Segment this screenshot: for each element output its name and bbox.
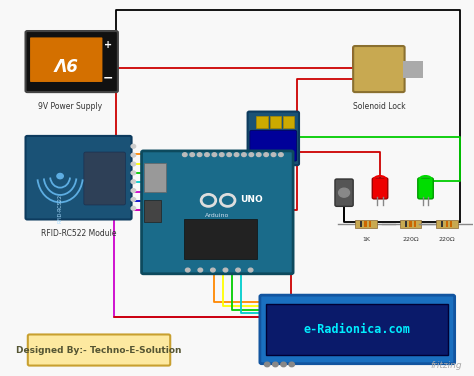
Circle shape [236, 268, 240, 272]
FancyBboxPatch shape [256, 116, 267, 127]
Circle shape [131, 180, 136, 183]
FancyBboxPatch shape [450, 221, 453, 227]
Text: 9V Power Supply: 9V Power Supply [38, 102, 102, 111]
Circle shape [281, 362, 286, 367]
FancyBboxPatch shape [30, 37, 102, 82]
Circle shape [219, 153, 224, 156]
Circle shape [131, 206, 136, 210]
FancyBboxPatch shape [84, 152, 126, 205]
Text: Arduino: Arduino [205, 213, 229, 218]
Text: 9V: 9V [52, 53, 77, 71]
Circle shape [57, 173, 64, 179]
FancyBboxPatch shape [360, 221, 363, 227]
Circle shape [223, 268, 228, 272]
Circle shape [131, 171, 136, 175]
Circle shape [205, 153, 209, 156]
Circle shape [190, 153, 194, 156]
Circle shape [212, 153, 217, 156]
FancyBboxPatch shape [184, 219, 257, 259]
Circle shape [227, 153, 231, 156]
FancyBboxPatch shape [405, 221, 407, 227]
Circle shape [264, 362, 270, 367]
Text: RFID-RC522 Module: RFID-RC522 Module [41, 229, 116, 238]
Circle shape [131, 162, 136, 166]
FancyBboxPatch shape [409, 221, 411, 227]
Text: e-Radionica.com: e-Radionica.com [304, 323, 410, 336]
Circle shape [131, 189, 136, 193]
FancyBboxPatch shape [28, 335, 170, 365]
FancyBboxPatch shape [335, 179, 353, 206]
Circle shape [234, 153, 239, 156]
Text: Solenoid Lock: Solenoid Lock [353, 102, 405, 111]
FancyBboxPatch shape [369, 221, 372, 227]
Bar [403, 61, 423, 78]
FancyBboxPatch shape [144, 163, 166, 193]
Text: fritzing: fritzing [430, 361, 462, 370]
Text: +: + [104, 40, 112, 50]
Circle shape [279, 153, 283, 156]
FancyBboxPatch shape [414, 221, 416, 227]
Circle shape [271, 153, 276, 156]
FancyBboxPatch shape [142, 151, 293, 274]
Text: −: − [103, 71, 113, 84]
FancyBboxPatch shape [270, 116, 281, 127]
Text: 220Ω: 220Ω [439, 237, 456, 242]
Text: RFID-RCS22: RFID-RCS22 [58, 194, 63, 223]
Text: 1K: 1K [362, 237, 370, 242]
FancyBboxPatch shape [437, 220, 458, 228]
FancyBboxPatch shape [247, 112, 299, 165]
FancyBboxPatch shape [356, 220, 377, 228]
FancyBboxPatch shape [250, 130, 297, 161]
Circle shape [249, 153, 254, 156]
FancyBboxPatch shape [144, 200, 162, 222]
Circle shape [198, 268, 202, 272]
Circle shape [197, 153, 202, 156]
FancyBboxPatch shape [372, 178, 388, 199]
Circle shape [131, 197, 136, 201]
Circle shape [338, 188, 349, 197]
FancyBboxPatch shape [400, 220, 421, 228]
FancyBboxPatch shape [353, 46, 405, 92]
Circle shape [131, 144, 136, 148]
Circle shape [185, 268, 190, 272]
Circle shape [289, 362, 294, 367]
FancyBboxPatch shape [446, 221, 448, 227]
Circle shape [264, 153, 268, 156]
FancyBboxPatch shape [365, 221, 367, 227]
Circle shape [248, 268, 253, 272]
Circle shape [182, 153, 187, 156]
Text: Designed By:- Techno-E-Solution: Designed By:- Techno-E-Solution [16, 346, 182, 355]
Circle shape [242, 153, 246, 156]
FancyBboxPatch shape [26, 136, 132, 220]
Circle shape [131, 153, 136, 157]
FancyBboxPatch shape [26, 31, 118, 92]
Circle shape [256, 153, 261, 156]
FancyBboxPatch shape [441, 221, 444, 227]
FancyBboxPatch shape [283, 116, 294, 127]
Text: 220Ω: 220Ω [402, 237, 419, 242]
Circle shape [273, 362, 278, 367]
FancyBboxPatch shape [266, 304, 448, 355]
FancyBboxPatch shape [260, 295, 455, 364]
Circle shape [210, 268, 215, 272]
Text: UNO: UNO [240, 195, 263, 204]
FancyBboxPatch shape [418, 178, 433, 199]
